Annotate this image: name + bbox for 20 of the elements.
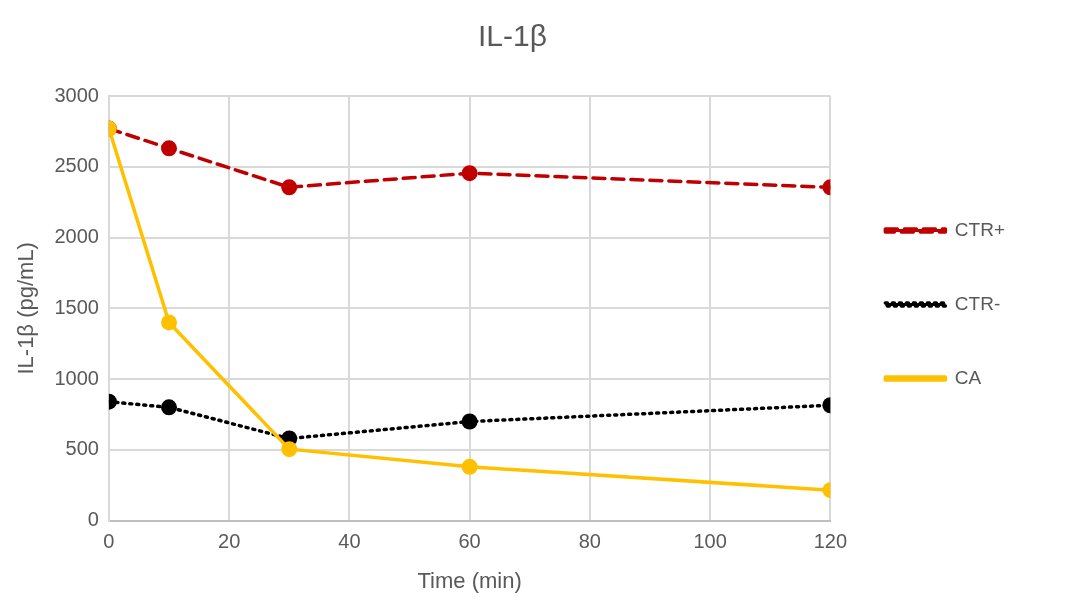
chart-title: IL-1β [478,19,547,53]
y-tick-label: 1000 [54,366,99,389]
y-tick-label: 3000 [54,83,99,106]
x-axis-title: Time (min) [417,567,522,593]
y-tick-label: 2000 [54,225,99,248]
legend-label: CTR+ [954,218,1006,240]
legend-label: CTR- [954,292,1001,314]
y-tick-label: 1500 [54,295,99,318]
y-tick-label: 2500 [54,154,99,177]
y-tick-label: 0 [87,508,99,531]
x-tick-label: 120 [813,530,848,553]
x-tick-label: 80 [578,530,601,553]
y-axis-title: IL-1β (pg/mL) [13,242,39,375]
x-tick-label: 20 [218,530,241,553]
x-tick-label: 0 [103,530,115,553]
x-tick-label: 60 [458,530,481,553]
legend-label: CA [954,366,982,388]
x-tick-label: 100 [693,530,727,553]
y-tick-label: 500 [65,437,99,460]
x-tick-label: 40 [338,530,361,553]
